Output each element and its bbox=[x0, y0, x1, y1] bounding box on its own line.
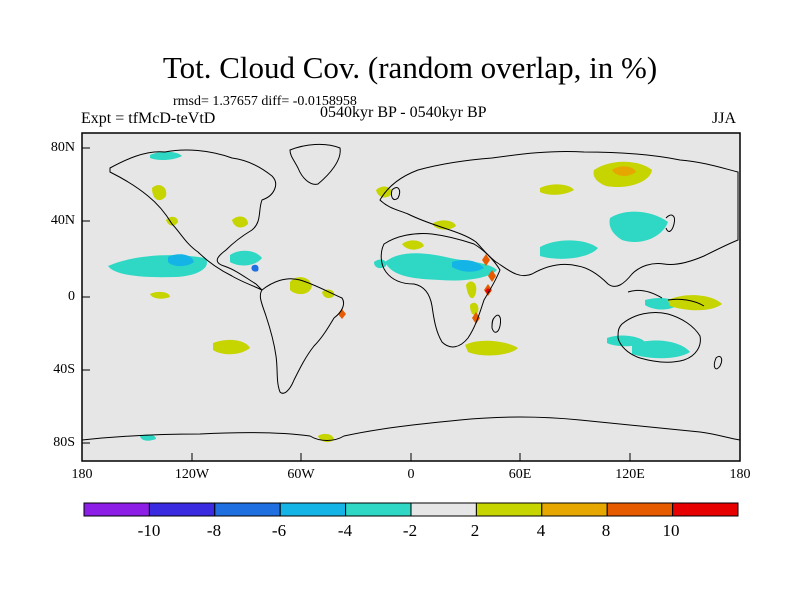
anomaly-patch-positive bbox=[322, 289, 335, 299]
anomaly-patch-positive bbox=[150, 291, 170, 299]
x-tick-label: 60W bbox=[287, 467, 315, 482]
anomaly-patch-negative bbox=[150, 151, 182, 161]
x-tick-label: 120E bbox=[615, 467, 645, 482]
coastlines bbox=[81, 143, 741, 441]
plot-title: Tot. Cloud Cov. (random overlap, in %) bbox=[162, 50, 658, 85]
y-tick-label: 80S bbox=[53, 435, 75, 450]
colorbar-swatch bbox=[672, 502, 739, 517]
colorbar-swatch bbox=[606, 502, 674, 517]
anomaly-patches bbox=[108, 151, 722, 443]
colorbar-label: -2 bbox=[402, 521, 418, 540]
anomaly-patch-strong-negative bbox=[251, 264, 259, 272]
anomaly-patch-positive bbox=[470, 302, 479, 315]
experiment-label: Expt = tfMcD-teVtD bbox=[81, 110, 216, 127]
anomaly-patch-positive bbox=[152, 185, 167, 201]
colorbar-swatch bbox=[279, 502, 347, 517]
anomaly-patch-strong-positive bbox=[482, 254, 490, 266]
anomaly-patch-strong-negative bbox=[452, 260, 484, 272]
colorbar-label: 8 bbox=[601, 521, 611, 540]
period-label: 0540kyr BP - 0540kyr BP bbox=[320, 104, 487, 121]
y-tick-label: 40S bbox=[53, 362, 75, 377]
coastline-north-america bbox=[109, 149, 277, 291]
anomaly-patch-negative bbox=[140, 434, 156, 441]
x-tick-label: 0 bbox=[407, 467, 415, 482]
anomaly-patch-positive bbox=[668, 295, 722, 311]
coastline-australia bbox=[617, 311, 701, 363]
colorbar-swatch bbox=[410, 502, 477, 517]
anomaly-patch-negative bbox=[609, 211, 668, 242]
anomaly-patch-positive bbox=[402, 240, 424, 250]
coastline-british-isles bbox=[391, 187, 401, 201]
colorbar-label: 10 bbox=[662, 521, 680, 540]
anomaly-patch-positive bbox=[232, 216, 248, 228]
anomaly-patch-positive bbox=[540, 184, 574, 195]
coastline-maritime-continent bbox=[627, 289, 705, 307]
coastline-antarctica bbox=[81, 416, 741, 441]
colorbar-label: -6 bbox=[271, 521, 287, 540]
coastline-new-zealand bbox=[713, 355, 723, 370]
anomaly-patch-positive bbox=[213, 339, 250, 355]
anomaly-patch-strong-positive bbox=[612, 166, 636, 176]
colorbar bbox=[83, 502, 739, 517]
coastline-greenland bbox=[289, 143, 341, 185]
colorbar-swatch bbox=[83, 502, 150, 517]
rmsd-diff-stats: rmsd= 1.37657 diff= -0.0158958 bbox=[173, 94, 357, 109]
y-tick-label: 80N bbox=[50, 140, 75, 155]
coastline-madagascar bbox=[491, 314, 501, 333]
anomaly-patch-positive bbox=[432, 220, 456, 230]
x-tick-label: 180 bbox=[729, 467, 751, 482]
coastline-africa bbox=[380, 233, 501, 348]
y-tick-label: 0 bbox=[68, 289, 75, 304]
anomaly-patch-positive bbox=[465, 340, 518, 356]
anomaly-patch-strong-positive bbox=[485, 288, 491, 294]
colorbar-swatch bbox=[148, 502, 216, 517]
map-panel bbox=[82, 133, 740, 461]
colorbar-swatch bbox=[214, 502, 281, 517]
anomaly-patch-positive bbox=[290, 277, 312, 295]
coastline-eurasia bbox=[379, 150, 739, 287]
y-tick-label: 40N bbox=[50, 213, 75, 228]
colorbar-label: 4 bbox=[536, 521, 546, 540]
anomaly-patch-negative bbox=[540, 240, 598, 259]
anomaly-patch-negative bbox=[230, 250, 262, 266]
colorbar-swatch bbox=[345, 502, 412, 517]
anomaly-patch-strong-negative bbox=[168, 254, 194, 267]
x-tick-label: 180 bbox=[71, 467, 93, 482]
colorbar-swatch bbox=[541, 502, 608, 517]
colorbar-label: -4 bbox=[337, 521, 353, 540]
colorbar-label: 2 bbox=[470, 521, 480, 540]
anomaly-patch-strong-positive bbox=[488, 270, 496, 282]
anomaly-patch-strong-positive bbox=[472, 312, 480, 324]
colorbar-label: -10 bbox=[137, 521, 161, 540]
axis-ticks bbox=[81, 147, 741, 461]
anomaly-patch-negative bbox=[632, 340, 690, 359]
coastline-south-america bbox=[259, 278, 345, 394]
x-tick-label: 120W bbox=[174, 467, 210, 482]
season-label: JJA bbox=[712, 110, 737, 127]
coastline-japan bbox=[665, 214, 675, 232]
x-tick-label: 60E bbox=[508, 467, 532, 482]
colorbar-label: -8 bbox=[206, 521, 222, 540]
anomaly-patch-positive bbox=[466, 281, 477, 299]
anomaly-patch-negative bbox=[385, 253, 497, 281]
colorbar-swatch bbox=[475, 502, 543, 517]
anomaly-patch-negative bbox=[607, 335, 645, 347]
